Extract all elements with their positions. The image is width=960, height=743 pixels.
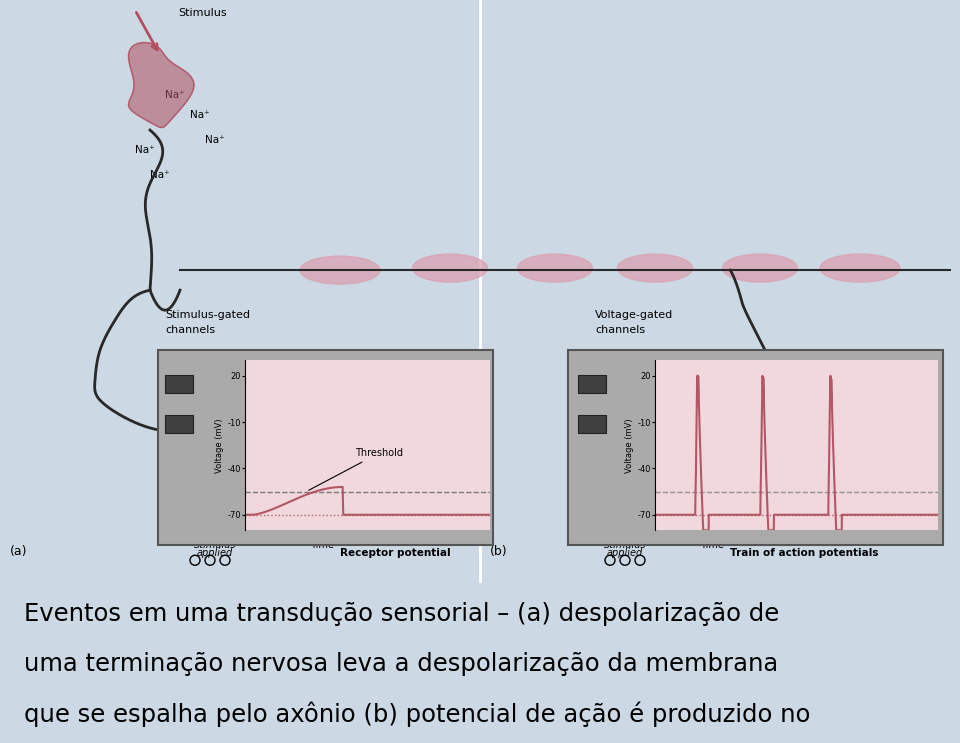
- Text: Stimulus: Stimulus: [178, 8, 227, 18]
- Text: Receptor potential: Receptor potential: [340, 548, 450, 558]
- Bar: [165, 415, 193, 433]
- Ellipse shape: [517, 254, 592, 282]
- Ellipse shape: [413, 254, 488, 282]
- Text: Stimulus-gated: Stimulus-gated: [165, 310, 250, 320]
- Text: Stimulus: Stimulus: [604, 540, 646, 551]
- Text: Train of action potentials: Train of action potentials: [730, 548, 878, 558]
- Text: Threshold: Threshold: [309, 448, 403, 490]
- Text: Eventos em uma transdução sensorial – (a) despolarização de: Eventos em uma transdução sensorial – (a…: [24, 603, 780, 626]
- Y-axis label: Voltage (mV): Voltage (mV): [215, 418, 225, 473]
- Bar: [158, 350, 493, 545]
- Bar: [165, 375, 193, 393]
- Text: Na⁺: Na⁺: [205, 135, 225, 145]
- Text: applied: applied: [607, 548, 643, 558]
- Ellipse shape: [723, 254, 798, 282]
- Text: Na⁺: Na⁺: [135, 145, 155, 155]
- Text: Na⁺: Na⁺: [190, 110, 210, 120]
- Text: uma terminação nervosa leva a despolarização da membrana: uma terminação nervosa leva a despolariz…: [24, 652, 779, 676]
- Text: Stimulus: Stimulus: [194, 540, 236, 551]
- Bar: [568, 350, 943, 545]
- Text: Time —: Time —: [310, 540, 347, 551]
- Text: (a): (a): [10, 545, 28, 558]
- Polygon shape: [129, 42, 194, 128]
- Bar: [578, 375, 606, 393]
- Text: (b): (b): [490, 545, 508, 558]
- Ellipse shape: [820, 254, 900, 282]
- Text: Na⁺: Na⁺: [165, 90, 185, 100]
- Text: que se espalha pelo axônio (b) potencial de ação é produzido no: que se espalha pelo axônio (b) potencial…: [24, 701, 810, 727]
- Text: channels: channels: [165, 325, 215, 335]
- Text: channels: channels: [595, 325, 645, 335]
- Text: Na⁺: Na⁺: [150, 170, 170, 180]
- Ellipse shape: [617, 254, 692, 282]
- Text: Time —: Time —: [700, 540, 736, 551]
- Y-axis label: Voltage (mV): Voltage (mV): [625, 418, 635, 473]
- Bar: [578, 415, 606, 433]
- Text: applied: applied: [197, 548, 233, 558]
- Ellipse shape: [300, 256, 380, 284]
- Text: Voltage-gated: Voltage-gated: [595, 310, 673, 320]
